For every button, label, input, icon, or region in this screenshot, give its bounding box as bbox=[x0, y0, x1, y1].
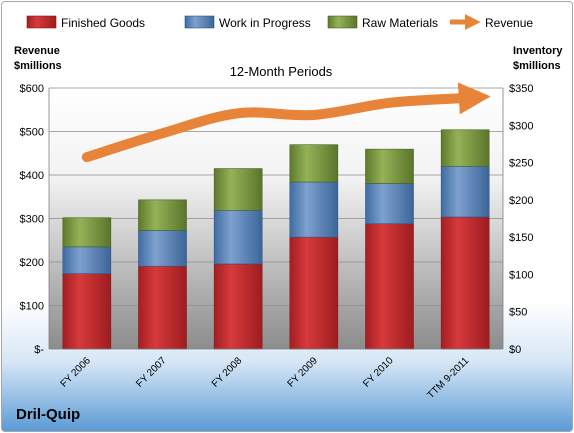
right-tick-label: $200 bbox=[509, 195, 533, 207]
left-tick-label: $- bbox=[34, 344, 44, 356]
bar-raw-materials bbox=[213, 168, 263, 211]
bar-raw-materials bbox=[440, 129, 490, 167]
bar-finished-goods bbox=[138, 265, 187, 350]
bar-raw-materials bbox=[365, 148, 414, 184]
bars bbox=[62, 129, 490, 350]
right-tick-label: $250 bbox=[509, 158, 533, 170]
gridlines bbox=[49, 87, 503, 306]
legend-item-raw-materials: Raw Materials bbox=[327, 15, 438, 30]
right-tick-label: $300 bbox=[509, 120, 533, 132]
right-tick-label: $0 bbox=[509, 344, 521, 356]
right-tick-label: $350 bbox=[509, 83, 533, 95]
bar-raw-materials bbox=[62, 217, 112, 248]
right-tick-label: $150 bbox=[509, 232, 533, 244]
legend-label: Work in Progress bbox=[219, 16, 311, 30]
x-tick-label: FY 2009 bbox=[286, 355, 321, 390]
bar-raw-materials bbox=[289, 144, 339, 183]
bar-work-in-progress bbox=[138, 230, 187, 267]
legend-label: Raw Materials bbox=[362, 16, 438, 30]
legend-label: Finished Goods bbox=[61, 16, 145, 30]
left-tick-label: $100 bbox=[20, 301, 44, 313]
revenue-line-path bbox=[81, 82, 491, 163]
left-tick-label: $200 bbox=[20, 257, 44, 269]
left-axis-title-line1: Revenue bbox=[14, 45, 60, 57]
bar-finished-goods bbox=[62, 273, 112, 350]
bar-finished-goods bbox=[440, 216, 490, 350]
left-tick-label: $300 bbox=[20, 214, 44, 226]
left-tick-label: $500 bbox=[20, 127, 44, 139]
left-tick-label: $600 bbox=[20, 83, 44, 95]
legend-item-work-in-progress: Work in Progress bbox=[184, 15, 311, 30]
right-tick-label: $100 bbox=[509, 269, 533, 281]
bar-raw-materials bbox=[138, 199, 187, 231]
x-tick-labels: FY 2006 FY 2007 FY 2008 FY 2009 FY 2010 TTM 9… bbox=[59, 355, 472, 401]
x-tick-label: FY 2008 bbox=[210, 355, 245, 390]
x-tick-label: TTM 9-2011 bbox=[426, 355, 472, 401]
right-axis-title-line1: Inventory bbox=[513, 45, 563, 57]
bar-work-in-progress bbox=[213, 209, 263, 265]
left-tick-label: $400 bbox=[20, 170, 44, 182]
x-tick-label: FY 2006 bbox=[59, 355, 94, 390]
bar-finished-goods bbox=[213, 263, 263, 350]
legend-item-finished-goods: Finished Goods bbox=[26, 15, 145, 30]
left-axis-title-line2: $millions bbox=[14, 60, 62, 72]
revenue-line bbox=[81, 82, 491, 163]
x-tick-label: FY 2010 bbox=[361, 355, 396, 390]
right-axis-title-line2: $millions bbox=[513, 60, 561, 72]
bar-work-in-progress bbox=[62, 246, 112, 274]
right-tick-label: $50 bbox=[509, 307, 527, 319]
bar-finished-goods bbox=[289, 236, 339, 350]
legend-item-revenue: Revenue bbox=[450, 13, 533, 31]
legend: Finished Goods Work in Progress Raw Mate… bbox=[26, 13, 533, 31]
bar-work-in-progress bbox=[289, 181, 339, 238]
x-tick-label: FY 2007 bbox=[134, 355, 169, 390]
right-tick-labels: $0 $50 $100 $150 $200 $250 $300 $350 bbox=[509, 83, 533, 356]
bar-work-in-progress bbox=[440, 166, 490, 218]
bar-finished-goods bbox=[365, 223, 414, 350]
chart-title: 12-Month Periods bbox=[230, 64, 333, 79]
legend-label: Revenue bbox=[485, 16, 533, 30]
bar-work-in-progress bbox=[365, 183, 414, 225]
left-tick-labels: $- $100 $200 $300 $400 $500 $600 bbox=[20, 83, 45, 356]
company-name: Dril-Quip bbox=[16, 406, 81, 423]
